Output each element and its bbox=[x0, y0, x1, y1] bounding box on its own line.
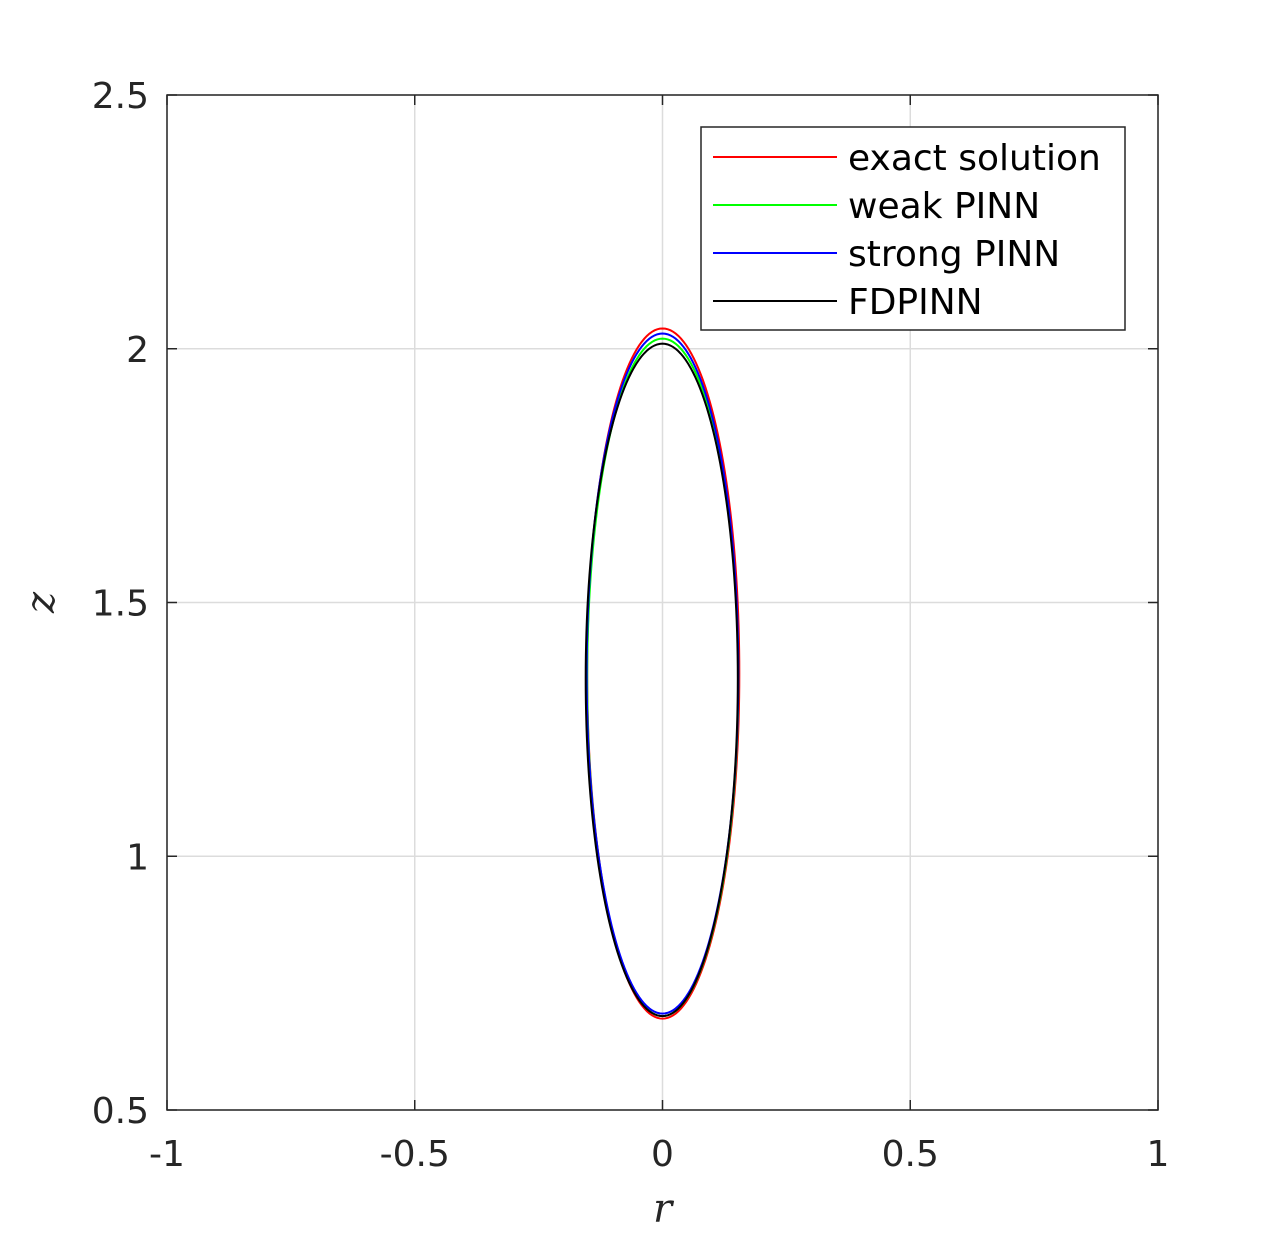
x-axis-label: r bbox=[653, 1186, 675, 1232]
legend-label-3: FDPINN bbox=[848, 282, 983, 323]
legend: exact solution weak PINN strong PINN FDPINN bbox=[700, 126, 1126, 331]
y-tick-label: 2.5 bbox=[92, 76, 149, 117]
y-tick-label: 0.5 bbox=[92, 1091, 149, 1132]
y-tick-label: 2 bbox=[126, 330, 149, 371]
legend-label-0: exact solution bbox=[848, 138, 1101, 179]
legend-box bbox=[700, 126, 1126, 331]
x-tick-label: -0.5 bbox=[380, 1134, 450, 1175]
x-tick-label: -1 bbox=[149, 1134, 185, 1175]
x-tick-label: 0.5 bbox=[882, 1134, 939, 1175]
y-tick-label: 1 bbox=[126, 837, 149, 878]
x-tick-label: 0 bbox=[651, 1134, 674, 1175]
ticks: -1 -0.5 0 0.5 1 0.5 1 1.5 2 2.5 bbox=[92, 76, 1170, 1175]
y-axis-label: z bbox=[18, 591, 64, 614]
series-group bbox=[584, 327, 741, 1020]
series-line-3 bbox=[584, 342, 739, 1018]
legend-label-2: strong PINN bbox=[848, 234, 1060, 275]
y-tick-label: 1.5 bbox=[92, 584, 149, 625]
x-tick-label: 1 bbox=[1147, 1134, 1170, 1175]
legend-label-1: weak PINN bbox=[848, 186, 1040, 227]
